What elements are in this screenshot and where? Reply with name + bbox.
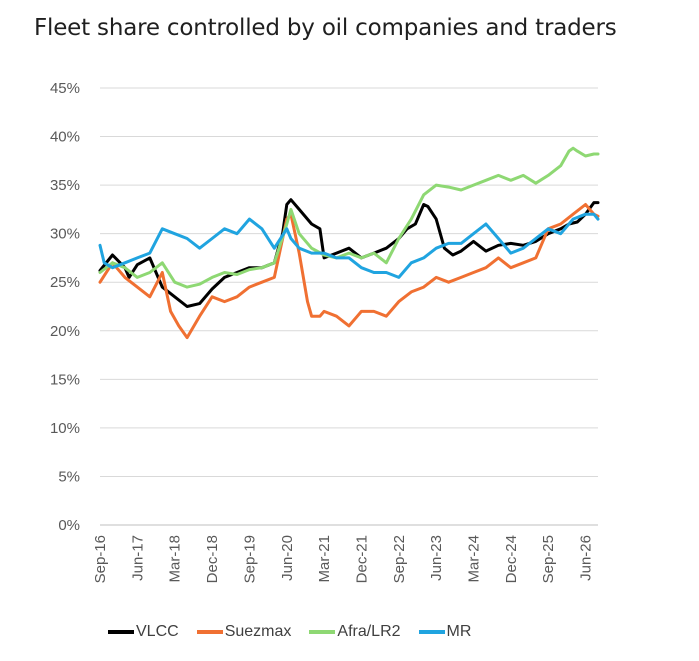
x-tick-label: Jun-23	[428, 535, 445, 581]
y-tick-label: 35%	[50, 177, 80, 194]
legend-label-afra-lr2: Afra/LR2	[337, 623, 401, 640]
x-tick-label: Jun-20	[279, 535, 296, 581]
y-tick-label: 5%	[58, 468, 80, 485]
series-line-suezmax	[98, 203, 600, 340]
x-tick-label: Sep-25	[540, 535, 557, 583]
legend-label-suezmax: Suezmax	[224, 623, 292, 640]
x-tick-label: Dec-24	[503, 535, 520, 583]
legend-label-vlcc: VLCC	[136, 623, 179, 640]
gridlines	[100, 87, 598, 526]
x-tick-label: Jun-26	[578, 535, 595, 581]
y-tick-label: 45%	[50, 80, 80, 97]
y-tick-label: 0%	[58, 517, 80, 534]
x-tick-label: Sep-16	[92, 535, 109, 583]
x-tick-label: Jun-17	[129, 535, 146, 581]
y-tick-label: 10%	[50, 420, 80, 437]
y-tick-label: 20%	[50, 323, 80, 340]
legend-item-suezmax: Suezmax	[196, 623, 292, 641]
y-axis-ticks: 0% 5% 10% 15% 20% 25% 30% 35% 40% 45%	[50, 80, 80, 534]
x-tick-label: Dec-21	[353, 535, 370, 583]
x-tick-label: Mar-24	[466, 535, 483, 583]
legend-label-mr: MR	[446, 623, 472, 640]
legend-swatch-suezmax	[196, 630, 223, 634]
legend-swatch-mr	[418, 630, 445, 634]
series-line-mr	[98, 212, 600, 279]
legend-item-mr: MR	[418, 623, 472, 641]
x-tick-label: Dec-18	[204, 535, 221, 583]
x-tick-label: Sep-19	[241, 535, 258, 583]
legend-swatch-vlcc	[108, 630, 134, 634]
series-line-vlcc	[98, 198, 600, 308]
chart-title: Fleet share controlled by oil companies …	[34, 15, 617, 41]
series-line-afra-lr2	[98, 146, 600, 289]
legend-swatch-afra-lr2	[309, 630, 336, 634]
y-tick-label: 15%	[50, 371, 80, 388]
y-tick-label: 40%	[50, 129, 80, 146]
x-axis-ticks: Sep-16 Jun-17 Mar-18 Dec-18 Sep-19 Jun-20 Mar-…	[92, 535, 595, 583]
legend: VLCC Suezmax Afra/LR2 MR	[108, 623, 489, 641]
series-lines	[98, 146, 600, 340]
x-tick-label: Sep-22	[391, 535, 408, 583]
y-tick-label: 30%	[50, 226, 80, 243]
legend-item-afra-lr2: Afra/LR2	[309, 623, 401, 641]
legend-item-vlcc: VLCC	[108, 623, 179, 641]
x-tick-label: Mar-21	[316, 535, 333, 583]
x-tick-label: Mar-18	[167, 535, 184, 583]
y-tick-label: 25%	[50, 274, 80, 291]
